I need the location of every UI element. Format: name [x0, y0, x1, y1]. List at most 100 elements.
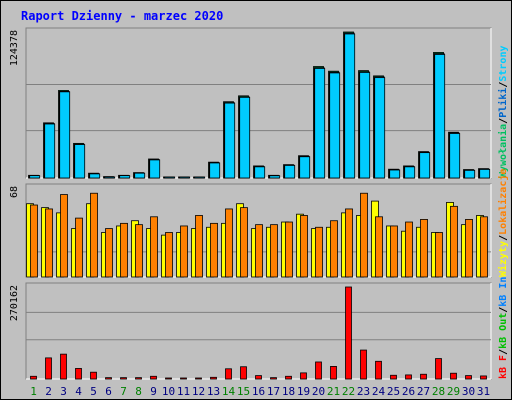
bar-strony-day-7	[119, 175, 131, 179]
bar-kb-f-day-4	[75, 368, 82, 380]
x-tick-label-day-23: 23	[357, 385, 370, 398]
x-tick-label-day-29: 29	[447, 385, 460, 398]
bar-lokalizacje-day-15	[240, 207, 248, 278]
bar-lokalizacje-day-24	[375, 216, 383, 278]
legend: kB F/kB Out/kB In	[498, 277, 509, 379]
bar-lokalizacje-day-26	[405, 221, 413, 278]
legend: Wizyty/Lokalizacje	[497, 169, 509, 277]
bar-kb-f-day-29	[450, 372, 457, 380]
x-tick-label-day-5: 5	[90, 385, 97, 398]
bar-lokalizacje-day-2	[45, 208, 53, 278]
bar-kb-f-day-8	[135, 377, 142, 380]
x-tick-label-day-18: 18	[282, 385, 295, 398]
legend: Wywołania/Pliki/Strony	[497, 46, 509, 178]
x-tick-label-day-11: 11	[177, 385, 190, 398]
legend-item: /	[498, 307, 509, 313]
bar-strony-day-29	[449, 133, 461, 179]
chart-panel-middle: 68 Wizyty/Lokalizacje	[9, 169, 509, 278]
bar-strony-day-17	[269, 175, 281, 179]
bar-lokalizacje-day-22	[345, 208, 353, 278]
bar-strony-day-24	[374, 77, 386, 179]
bar-strony-day-15	[239, 96, 251, 179]
legend-item: /	[498, 235, 509, 241]
bar-kb-f-day-3	[60, 353, 67, 380]
bar-lokalizacje-day-11	[180, 225, 188, 278]
panel-border	[25, 27, 492, 179]
bar-kb-f-day-26	[405, 374, 412, 380]
bar-strony-day-14	[224, 102, 236, 179]
legend-item: kB F	[498, 355, 509, 379]
legend-item: kB In	[498, 277, 509, 307]
bar-kb-f-day-2	[45, 357, 52, 380]
x-axis-day-labels: 1 2 3 4 5 6 7 8 9 10 11 12 13 14 15 16 17 18 19 20 21 22 23 24 2…	[30, 385, 490, 398]
bar-kb-f-day-14	[225, 368, 232, 380]
chart-panel-bottom: 270162 kB F/kB Out/kB In	[9, 277, 509, 380]
x-tick-label-day-26: 26	[402, 385, 415, 398]
bar-kb-f-day-31	[480, 375, 487, 380]
bar-kb-f-day-27	[420, 373, 427, 380]
bar-strony-day-11	[179, 176, 191, 179]
legend-item: /	[498, 349, 509, 355]
bar-strony-day-19	[299, 156, 311, 179]
bar-kb-f-day-25	[390, 374, 397, 380]
bar-strony-day-30	[464, 169, 476, 179]
bar-kb-f-day-7	[120, 377, 127, 380]
bar-lokalizacje-day-17	[270, 224, 278, 278]
bar-strony-day-18	[284, 165, 296, 179]
bar-kb-f-day-9	[150, 375, 157, 380]
x-tick-label-day-31: 31	[477, 385, 490, 398]
bar-lokalizacje-day-16	[255, 224, 263, 278]
bar-lokalizacje-day-23	[360, 192, 368, 278]
x-tick-label-day-8: 8	[135, 385, 142, 398]
x-tick-label-day-19: 19	[297, 385, 310, 398]
bar-lokalizacje-day-13	[210, 222, 218, 278]
bar-strony-day-25	[389, 169, 401, 179]
bar-lokalizacje-day-7	[120, 222, 128, 278]
chart-title: Raport Dzienny - marzec 2020	[21, 9, 223, 23]
x-tick-label-day-3: 3	[60, 385, 67, 398]
bar-kb-f-day-1	[30, 375, 37, 380]
bar-kb-f-day-30	[465, 375, 472, 380]
bar-kb-f-day-20	[315, 361, 322, 380]
x-tick-label-day-28: 28	[432, 385, 445, 398]
bar-strony-day-27	[419, 152, 431, 179]
bar-lokalizacje-day-8	[135, 224, 143, 278]
x-tick-label-day-1: 1	[30, 385, 37, 398]
x-tick-label-day-14: 14	[222, 385, 236, 398]
x-tick-label-day-30: 30	[462, 385, 475, 398]
x-tick-label-day-16: 16	[252, 385, 265, 398]
x-tick-label-day-13: 13	[207, 385, 220, 398]
x-tick-label-day-4: 4	[75, 385, 82, 398]
bar-strony-day-12	[194, 176, 206, 179]
bar-kb-f-day-18	[285, 375, 292, 380]
bar-lokalizacje-day-29	[450, 205, 458, 278]
bar-kb-f-day-21	[330, 366, 337, 380]
x-tick-label-day-9: 9	[150, 385, 157, 398]
bar-kb-f-day-10	[165, 377, 172, 380]
bar-lokalizacje-day-18	[285, 221, 293, 278]
legend-item: Wywołania	[497, 124, 509, 178]
chart-panels: 124378Wywołania/Pliki/Strony68Wizyty/Lok…	[9, 27, 509, 380]
x-tick-label-day-24: 24	[372, 385, 386, 398]
legend-item: Lokalizacje	[497, 169, 509, 235]
bar-kb-f-day-6	[105, 377, 112, 380]
bar-lokalizacje-day-30	[465, 219, 473, 278]
x-tick-label-day-2: 2	[45, 385, 52, 398]
bar-lokalizacje-day-10	[165, 232, 173, 278]
y-axis-max-label: 270162	[9, 285, 20, 321]
bar-kb-f-day-13	[210, 376, 217, 380]
bar-lokalizacje-day-20	[315, 226, 323, 278]
bar-lokalizacje-day-5	[90, 192, 98, 278]
bar-lokalizacje-day-1	[30, 204, 38, 278]
bar-kb-f-day-23	[360, 349, 367, 380]
bar-kb-f-day-11	[180, 377, 187, 380]
bar-strony-day-22	[344, 33, 356, 179]
bar-lokalizacje-day-27	[420, 219, 428, 278]
bar-lokalizacje-day-31	[480, 216, 488, 278]
bar-strony-day-2	[44, 123, 56, 179]
bar-strony-day-3	[59, 91, 71, 179]
x-tick-label-day-10: 10	[162, 385, 175, 398]
bar-kb-f-day-28	[435, 358, 442, 380]
bar-lokalizacje-day-12	[195, 215, 203, 278]
